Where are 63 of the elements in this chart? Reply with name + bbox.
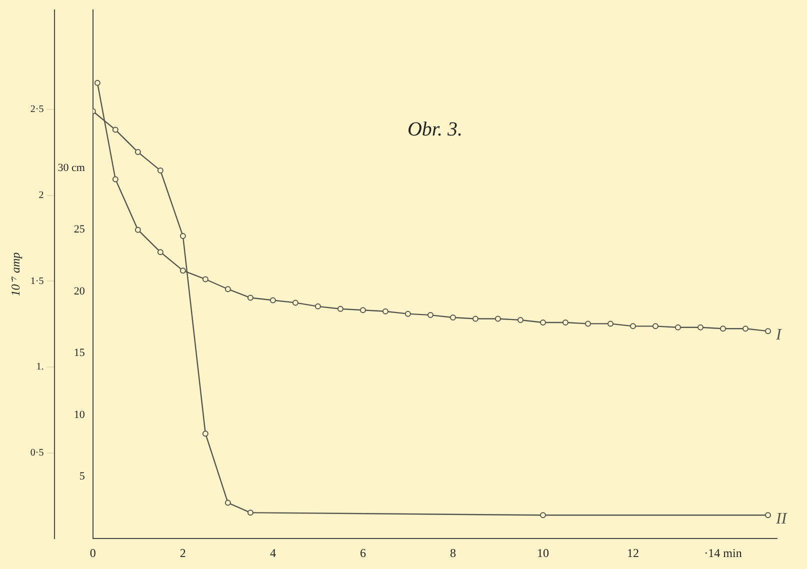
y-tick-label: 15 — [74, 347, 86, 360]
series-label: II — [775, 510, 788, 528]
x-tick-label: ·14 min — [704, 546, 742, 560]
point — [180, 268, 186, 274]
y-tick-label: 30 cm — [58, 162, 86, 174]
point — [112, 176, 118, 182]
point — [292, 300, 298, 306]
y2-tick-label: 1. — [36, 362, 44, 373]
x-tick-label: 6 — [360, 546, 366, 560]
point — [674, 324, 681, 330]
point — [765, 512, 771, 518]
point — [157, 249, 164, 256]
point — [224, 500, 231, 506]
point — [404, 310, 411, 317]
point — [247, 294, 254, 301]
point — [337, 306, 344, 312]
point — [157, 168, 164, 174]
point — [450, 314, 456, 321]
point — [427, 312, 434, 318]
point — [607, 320, 614, 327]
point — [517, 316, 524, 323]
point — [247, 510, 254, 516]
point — [382, 308, 388, 314]
y2-tick-label: 1·5 — [30, 276, 44, 287]
point — [540, 512, 546, 518]
x-tick-label: 2 — [180, 546, 186, 560]
point — [180, 233, 186, 240]
x-tick-label: 0 — [90, 546, 96, 560]
point — [94, 80, 100, 86]
point — [224, 286, 231, 292]
point — [584, 320, 591, 327]
y2-tick-label: 2 — [38, 190, 44, 201]
y-tick-label: 25 — [74, 224, 86, 236]
point — [314, 303, 321, 310]
point — [765, 328, 771, 334]
x-tick-label: 8 — [450, 546, 456, 560]
y2-tick-label: 0·5 — [30, 447, 44, 458]
point — [472, 316, 478, 322]
point — [202, 276, 208, 282]
point — [360, 307, 366, 314]
point — [494, 316, 501, 322]
point — [540, 319, 546, 326]
series-label: I — [775, 326, 782, 344]
point — [112, 126, 118, 133]
y-tick-label: 10 — [74, 408, 86, 421]
point — [742, 326, 748, 332]
y-tick-label: 20 — [74, 285, 86, 298]
y-tick-label: 5 — [79, 470, 86, 483]
point — [720, 326, 726, 332]
x-tick-label: 10 — [536, 546, 549, 560]
point — [202, 430, 208, 437]
point — [652, 323, 658, 330]
point — [134, 149, 141, 156]
point — [630, 323, 636, 330]
point — [697, 324, 704, 330]
x-tick-label: 4 — [270, 546, 276, 560]
text: Obr. 3. — [407, 118, 462, 140]
x-tick-label: 12 — [626, 546, 639, 560]
point — [134, 226, 141, 233]
point — [270, 297, 276, 304]
y2-axis-title: 10⁻⁷ amp — [8, 252, 22, 296]
y2-tick-label: 2·5 — [30, 104, 44, 116]
point — [562, 319, 568, 326]
